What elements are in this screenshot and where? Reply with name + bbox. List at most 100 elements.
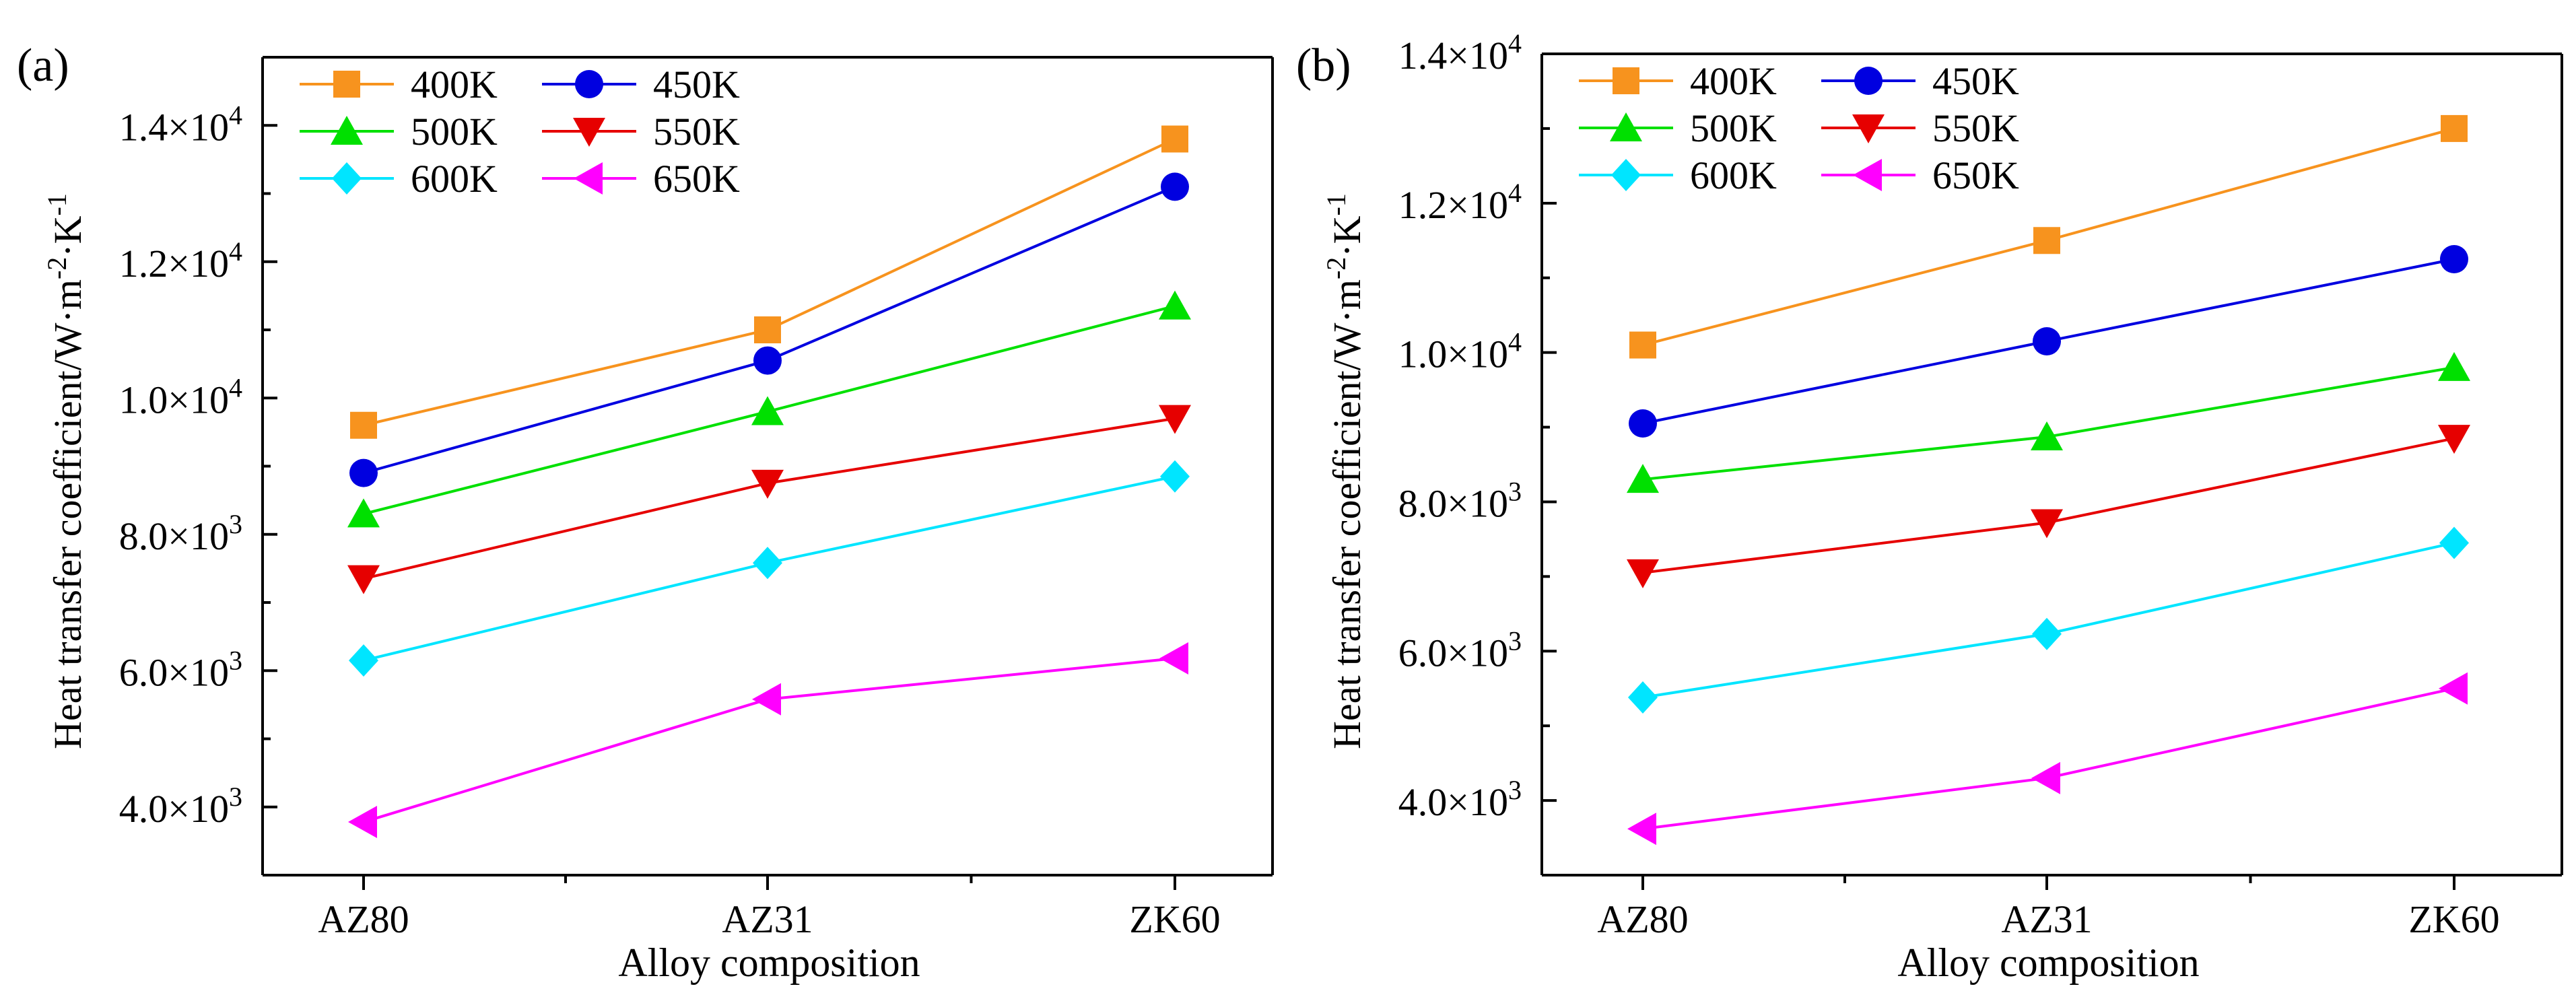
series-450K <box>1629 245 2468 438</box>
legend-label: 650K <box>1932 153 2019 197</box>
legend-item: 650K <box>542 157 740 201</box>
data-point <box>2031 421 2063 450</box>
legend-marker <box>575 70 603 98</box>
data-point <box>751 396 784 425</box>
y-tick-label: 1.0×104 <box>119 372 242 421</box>
data-point <box>1161 172 1189 201</box>
panel-label: (b) <box>1296 40 1351 92</box>
y-tick-label: 1.4×104 <box>119 100 242 149</box>
legend-item: 600K <box>300 157 498 201</box>
series-600K <box>349 460 1190 677</box>
data-point <box>2033 227 2060 254</box>
series-550K <box>347 405 1191 594</box>
legend-item: 400K <box>300 63 498 106</box>
data-point <box>1627 559 1659 588</box>
legend-item: 650K <box>1821 153 2019 197</box>
legend-item: 600K <box>1579 153 1777 197</box>
legend-label: 400K <box>411 63 498 106</box>
legend-label: 550K <box>1932 106 2019 150</box>
y-tick-label: 1.2×104 <box>1398 178 1522 227</box>
x-tick-label: AZ80 <box>318 897 409 941</box>
data-point <box>753 547 782 580</box>
data-point <box>2438 351 2470 381</box>
data-point <box>1627 464 1659 493</box>
data-point <box>1159 642 1188 675</box>
legend-item: 450K <box>1821 59 2019 103</box>
series-650K <box>348 642 1188 839</box>
legend-label: 550K <box>653 110 740 153</box>
data-point <box>2031 761 2060 794</box>
data-point <box>2441 114 2468 142</box>
legend-marker <box>1610 112 1642 141</box>
data-point <box>1629 331 1656 359</box>
y-tick-label: 4.0×103 <box>1398 775 1522 824</box>
x-axis-label: Alloy composition <box>1897 940 2199 985</box>
data-point <box>349 458 378 487</box>
legend-item: 500K <box>300 110 498 153</box>
legend-marker <box>1611 159 1641 191</box>
x-tick-label: ZK60 <box>2408 897 2499 941</box>
data-point <box>350 411 377 439</box>
legend-label: 500K <box>1690 106 1777 150</box>
series-450K <box>349 172 1189 487</box>
legend-marker <box>1852 114 1885 143</box>
legend-item: 550K <box>1821 106 2019 150</box>
data-point <box>754 316 781 343</box>
legend-label: 450K <box>653 63 740 106</box>
y-tick-label: 8.0×103 <box>1398 476 1522 525</box>
data-point <box>753 346 782 375</box>
legend-marker <box>1854 67 1883 95</box>
data-point <box>347 498 380 528</box>
panel-label: (a) <box>17 40 69 92</box>
data-point <box>1159 405 1191 434</box>
chart-panel-a: (a) 4.0×103 6.0×103 8.0×103 1.0×104 1.2×104 1.… <box>17 40 1274 985</box>
legend-item: 400K <box>1579 59 1777 103</box>
legend-marker <box>1613 67 1639 94</box>
series-400K <box>350 125 1188 439</box>
data-point <box>1629 409 1657 438</box>
data-point <box>2032 617 2062 650</box>
y-tick-label: 8.0×103 <box>119 509 242 558</box>
legend-marker <box>331 116 363 145</box>
series-400K <box>1629 114 2468 359</box>
data-point <box>349 644 378 677</box>
series-500K <box>1627 351 2470 493</box>
legend-label: 650K <box>653 157 740 201</box>
data-point <box>1161 125 1188 153</box>
x-tick-label: ZK60 <box>1129 897 1220 941</box>
legend-marker <box>1853 159 1882 191</box>
x-tick-label: AZ31 <box>722 897 813 941</box>
legend-label: 600K <box>1690 153 1777 197</box>
y-tick-label: 1.4×104 <box>1398 28 1522 77</box>
data-point <box>751 469 784 499</box>
data-point <box>1160 460 1190 493</box>
legend-label: 600K <box>411 157 498 201</box>
y-tick-label: 6.0×103 <box>1398 625 1522 675</box>
legend: 400K 450K 500K 550K 600K 650K <box>300 63 740 201</box>
data-point <box>2031 509 2063 539</box>
data-point <box>2438 425 2470 454</box>
data-point <box>348 806 377 839</box>
data-point <box>2440 245 2468 273</box>
data-point <box>1628 681 1658 714</box>
series-500K <box>347 290 1191 528</box>
legend-marker <box>574 162 603 195</box>
y-tick-label: 4.0×103 <box>119 782 242 831</box>
legend-marker <box>573 118 605 147</box>
legend-item: 500K <box>1579 106 1777 150</box>
y-tick-label: 1.0×104 <box>1398 327 1522 376</box>
data-point <box>1159 290 1191 320</box>
legend-item: 450K <box>542 63 740 106</box>
legend-marker <box>332 162 362 195</box>
legend: 400K 450K 500K 550K 600K 650K <box>1579 59 2019 197</box>
legend-label: 500K <box>411 110 498 153</box>
series-550K <box>1627 425 2470 588</box>
data-point <box>752 683 781 716</box>
data-point <box>2033 327 2061 355</box>
legend-label: 450K <box>1932 59 2019 103</box>
data-point <box>2439 526 2469 559</box>
series-600K <box>1628 526 2469 714</box>
data-point <box>347 565 380 594</box>
